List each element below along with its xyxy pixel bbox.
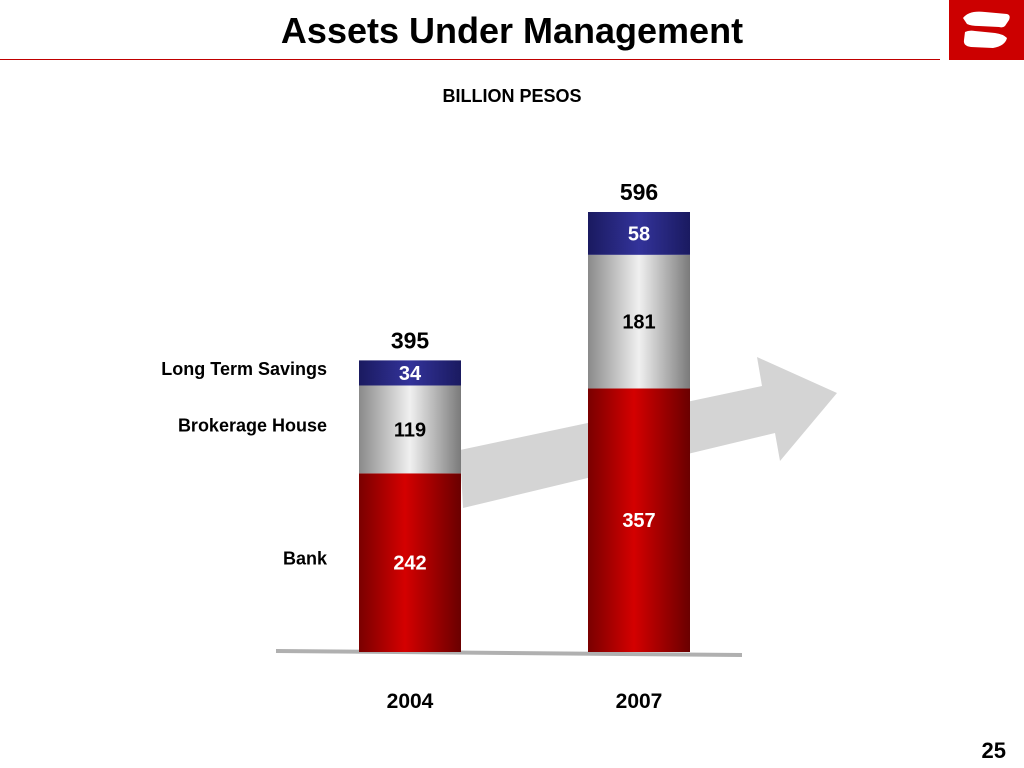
legend-long-term-savings: Long Term Savings [161, 359, 327, 379]
data-label-brokerage-house-2004: 119 [394, 419, 426, 441]
total-label-2004: 395 [391, 327, 430, 353]
total-label-2007: 596 [620, 179, 658, 205]
x-tick-label-2004: 2004 [387, 690, 434, 713]
bar-segment-bank-2007 [588, 388, 690, 652]
legend-bank: Bank [283, 549, 328, 569]
data-label-bank-2007: 357 [622, 510, 655, 532]
page-number: 25 [981, 738, 1006, 763]
page-title: Assets Under Management [280, 10, 744, 51]
baseline [275, 649, 743, 657]
bar-segment-bank-2004 [359, 473, 461, 652]
data-label-long-term-savings-2004: 34 [399, 363, 422, 385]
bank-logo-icon [949, 0, 1024, 60]
bar-segment-brokerage-house-2004 [359, 385, 461, 474]
data-label-bank-2004: 242 [393, 553, 426, 575]
data-label-long-term-savings-2007: 58 [628, 223, 650, 245]
x-tick-label-2007: 2007 [616, 690, 663, 713]
data-label-brokerage-house-2007: 181 [622, 312, 655, 334]
bar-segment-long-term-savings-2004 [359, 360, 461, 386]
chart-subtitle: BILLION PESOS [442, 86, 582, 106]
legend-brokerage-house: Brokerage House [178, 415, 327, 435]
bar-segment-long-term-savings-2007 [588, 212, 690, 255]
bar-segment-brokerage-house-2007 [588, 254, 690, 389]
title-divider [0, 59, 940, 60]
